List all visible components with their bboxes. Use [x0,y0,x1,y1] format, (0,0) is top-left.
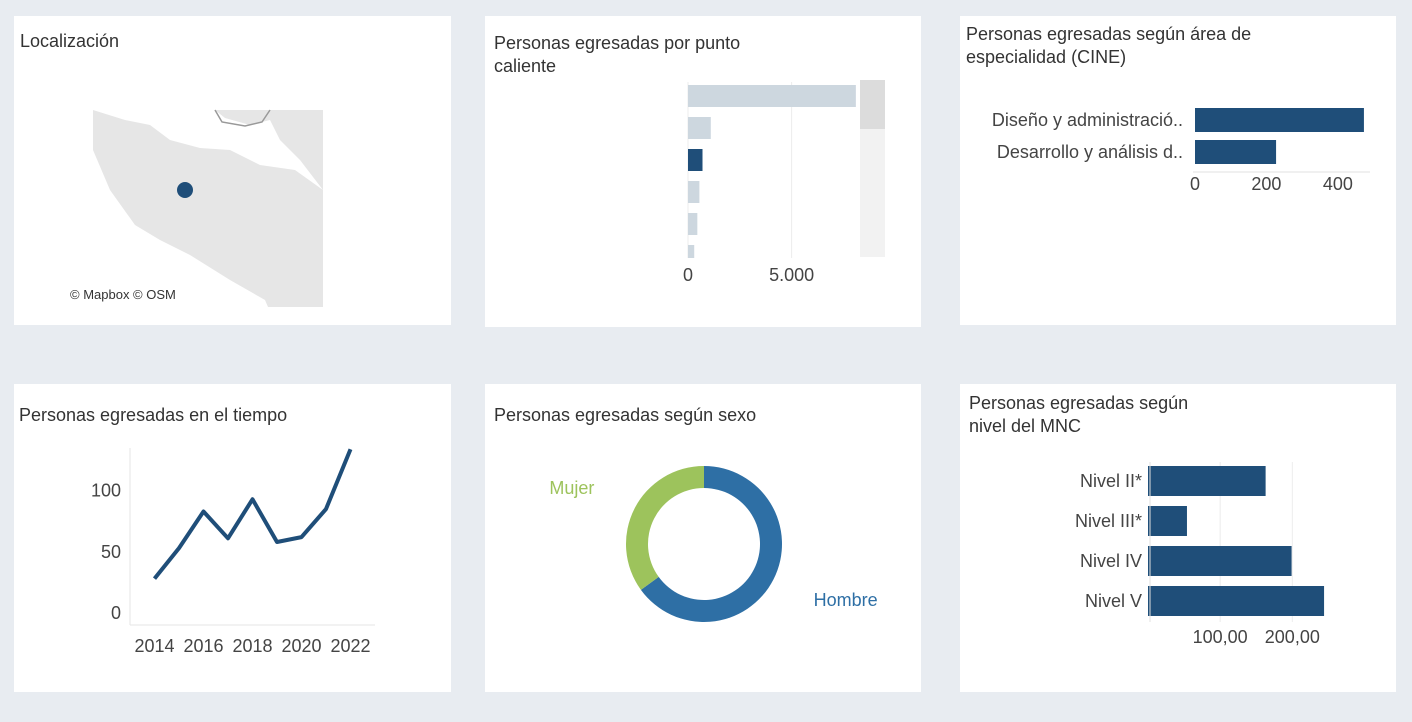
x-tick-label: 0 [683,265,693,285]
x-tick-label: 2014 [134,636,174,656]
bar [1148,546,1292,576]
map [93,109,323,307]
donut-slice [626,466,704,590]
x-tick-label: 5.000 [769,265,814,285]
x-tick-label: 2016 [183,636,223,656]
card [960,384,1396,692]
bar [1148,586,1325,616]
x-tick-label: 200 [1251,174,1281,194]
chart-title: Personas egresadas según sexo [494,405,757,425]
chart-title: Localización [20,31,120,51]
bar [688,213,698,235]
bar [1195,140,1277,164]
x-tick-label: 400 [1323,174,1353,194]
x-tick-label: 2020 [281,636,321,656]
card [485,384,921,692]
y-tick-label: Nivel IV [1080,551,1142,571]
bar [1195,108,1364,132]
y-tick-label: 0 [111,603,121,623]
y-tick-label: Desarrollo y análisis d.. [997,142,1183,162]
plot: CentralSan CarlosBarrancaCartagoPuriscal… [687,82,856,258]
y-tick-label: 50 [101,542,121,562]
x-tick-label: 0 [1190,174,1200,194]
chart-title-box: Personas egresadas según nivel del MNC [969,393,1189,436]
chart-title-box: Personas egresadas en el tiempo [19,405,288,425]
slice-label: Hombre [814,590,878,610]
card [960,16,1396,325]
y-tick-label: Nivel V [1085,591,1142,611]
line [152,448,353,580]
x-tick-label: 2022 [330,636,370,656]
bar [688,117,711,139]
location-dot [177,182,193,198]
x-tick-label: 2018 [232,636,272,656]
donut-slice [640,466,783,622]
slice-label: Mujer [549,478,594,498]
land [93,110,323,307]
bar [688,149,703,171]
bar [688,181,700,203]
attribution: © Mapbox © OSM [70,287,176,302]
plot: Diseño y administració.. Desarrollo y aná… [992,108,1364,164]
bar [1148,506,1187,536]
chart-title: Personas egresadas según nivel del MNC [969,393,1189,436]
x-tick-label: 100,00 [1193,627,1248,647]
bar [688,245,695,258]
chart-title-box: Localización [20,31,120,51]
card [485,16,921,327]
bar [688,85,856,107]
y-tick-label: Nivel III* [1075,511,1142,531]
bar [1148,466,1266,496]
border [214,109,271,127]
chart-title-box: Personas egresadas por punto caliente [494,33,741,76]
chart-title: Personas egresadas por punto caliente [494,33,741,76]
chart-title-box: Personas egresadas según área de especia… [966,24,1252,67]
y-tick-label: Nivel II* [1080,471,1142,491]
card [14,384,451,692]
chart-title-box: Personas egresadas según sexo [494,405,757,425]
x-tick-label: 200,00 [1265,627,1320,647]
y-tick-label: 100 [91,481,121,501]
chart-title: Personas egresadas según área de especia… [966,24,1252,67]
plot: Nivel II* Nivel III* Nivel IV Nivel V [1075,462,1325,622]
chart-title: Personas egresadas en el tiempo [19,405,288,425]
y-tick-label: Diseño y administració.. [992,110,1183,130]
scroll-thumb[interactable] [860,80,885,129]
